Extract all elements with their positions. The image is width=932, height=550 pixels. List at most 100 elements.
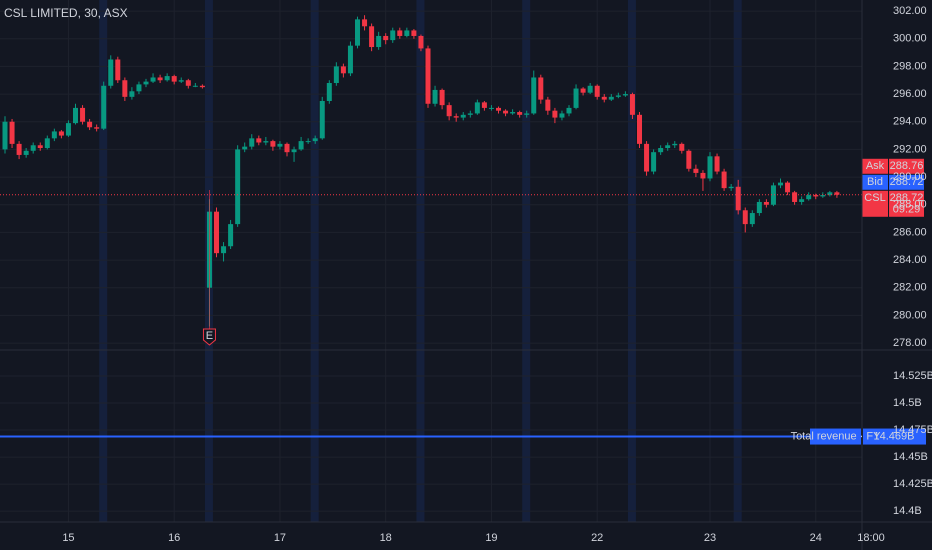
y-tick-label: 284.00 (893, 254, 927, 266)
x-tick-label: 15 (62, 532, 74, 544)
candle-body (531, 77, 537, 114)
candle-body (115, 59, 121, 81)
candle-body (94, 127, 100, 129)
candle-body (651, 152, 657, 172)
candle-body (517, 112, 523, 115)
candle-body (566, 107, 572, 114)
y2-tick-label: 14.4B (893, 505, 922, 517)
candle-body (270, 141, 276, 147)
ask-label: Ask (866, 160, 885, 172)
marks (0, 15, 926, 445)
candle-body (298, 141, 304, 150)
grid (0, 0, 862, 522)
candle-body (721, 171, 727, 189)
candle-body (792, 192, 798, 202)
candle-body (763, 201, 769, 205)
y-tick-label: 288.00 (893, 199, 927, 211)
candle-body (644, 143, 650, 172)
candle-body (552, 110, 558, 118)
candle-body (340, 66, 346, 74)
candle-body (319, 100, 325, 139)
session-band (99, 0, 108, 522)
labels: 278.00 280.00 282.00 284.00 286.00 288.00 290.… (62, 5, 932, 544)
candle-body (411, 30, 417, 36)
ask-value: 288.76 (890, 160, 924, 172)
candle-body (185, 80, 191, 86)
candle-body (425, 48, 431, 104)
candle-body (122, 80, 128, 97)
candle-body (622, 94, 628, 96)
y2-tick-label: 14.475B (893, 424, 932, 436)
candle-body (608, 96, 614, 100)
candle-body (700, 172, 706, 179)
candle-body (2, 121, 8, 150)
indicator-value-box (863, 428, 926, 445)
session-band (310, 0, 319, 522)
candle-body (58, 131, 64, 136)
bid-label: Bid (867, 176, 883, 188)
y-tick-label: 296.00 (893, 88, 927, 100)
candle-body (580, 88, 586, 93)
candle-body (672, 143, 678, 146)
y-tick-label: 280.00 (893, 309, 927, 321)
candle-body (503, 110, 509, 114)
candle-body (496, 107, 501, 111)
candle-body (460, 114, 466, 118)
candle-body (178, 80, 184, 82)
candle-body (481, 102, 487, 108)
candle-body (228, 224, 234, 247)
candle-body (277, 143, 283, 147)
candle-body (629, 94, 635, 115)
candle-body (665, 145, 671, 149)
candle-body (404, 30, 410, 36)
candle-body (488, 107, 494, 109)
candle-body (369, 26, 375, 48)
symbol-value: 288.72 (890, 192, 924, 204)
y2-tick-label: 14.425B (893, 478, 932, 490)
candle-body (615, 95, 621, 97)
candle-body (44, 138, 50, 149)
candle-body (778, 182, 783, 186)
candle-body (171, 76, 177, 82)
candle-body (333, 66, 339, 84)
candle-body (707, 156, 713, 179)
candle-body (199, 85, 205, 88)
y2-tick-label: 14.45B (893, 451, 928, 463)
y-tick-label: 302.00 (893, 5, 927, 17)
candle-body (16, 143, 22, 155)
candle-body (376, 35, 382, 48)
y-tick-label: 294.00 (893, 116, 927, 128)
candle-body (418, 35, 424, 49)
candle-body (735, 186, 741, 211)
candle-body (65, 123, 71, 136)
candle-body (637, 114, 642, 144)
ask-value-box (889, 158, 924, 174)
bid-value-box (889, 174, 924, 190)
session-band (733, 0, 742, 522)
candle-body (728, 186, 734, 189)
y-tick-label: 278.00 (893, 337, 927, 349)
candle-body (538, 77, 544, 100)
candle-body (157, 77, 163, 81)
session-band (522, 0, 531, 522)
candle-body (23, 150, 29, 155)
symbol-label-box (862, 190, 888, 217)
x-tick-label: 23 (704, 532, 716, 544)
candle-body (192, 85, 198, 87)
indicator-name-box (810, 428, 861, 445)
y2-tick-label: 14.5B (893, 397, 922, 409)
candle-body (221, 246, 227, 254)
candle-body (305, 141, 311, 143)
candle-body (263, 141, 269, 143)
candle-body (355, 19, 360, 46)
candle-body (129, 91, 135, 97)
y-tick-label: 300.00 (893, 33, 927, 45)
candle-body (467, 113, 473, 115)
candle-body (806, 195, 812, 200)
candle-body (73, 107, 78, 124)
candle-body (80, 107, 86, 122)
candle-body (242, 146, 248, 150)
candle-body (326, 83, 332, 101)
session-band (627, 0, 636, 522)
